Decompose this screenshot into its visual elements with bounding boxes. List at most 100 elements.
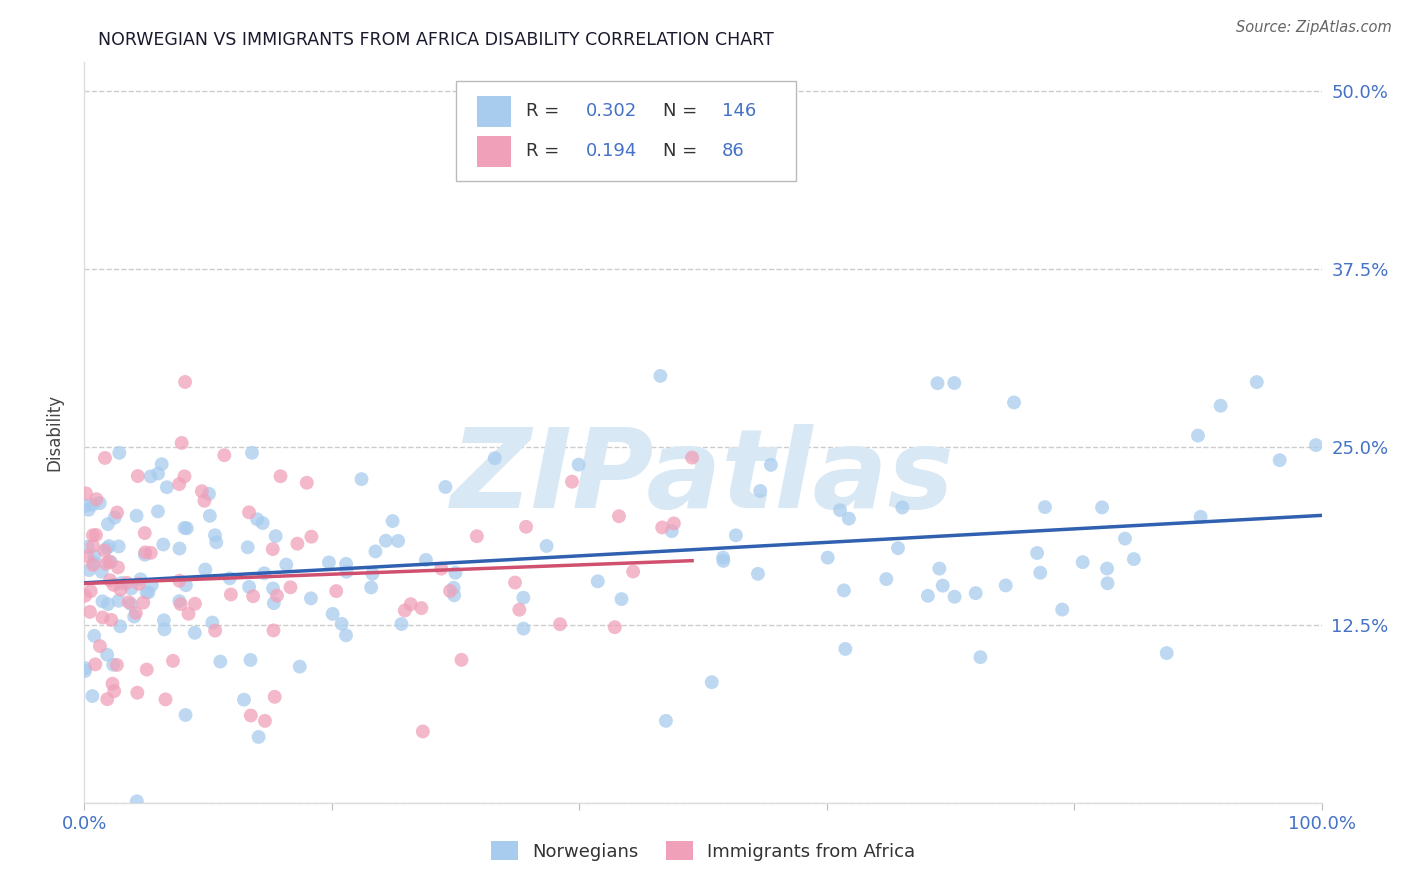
Point xyxy=(89,496,111,510)
Point xyxy=(1156,646,1178,660)
Point xyxy=(132,596,155,610)
Point xyxy=(82,539,104,553)
Point xyxy=(174,708,197,723)
Point xyxy=(173,469,195,483)
Text: NORWEGIAN VS IMMIGRANTS FROM AFRICA DISABILITY CORRELATION CHART: NORWEGIAN VS IMMIGRANTS FROM AFRICA DISA… xyxy=(98,31,775,49)
Point xyxy=(98,539,121,553)
Point xyxy=(110,582,132,597)
Point xyxy=(201,615,224,630)
Point xyxy=(75,486,97,500)
Point xyxy=(318,555,340,569)
Point xyxy=(115,575,138,590)
Point xyxy=(548,617,571,632)
Point xyxy=(134,548,156,562)
Point xyxy=(724,528,747,542)
Point xyxy=(434,480,457,494)
Point xyxy=(1050,602,1073,616)
Point xyxy=(193,493,215,508)
Point xyxy=(169,574,191,588)
Point xyxy=(146,504,169,518)
Point xyxy=(242,589,264,603)
Point xyxy=(198,508,221,523)
Text: Source: ZipAtlas.com: Source: ZipAtlas.com xyxy=(1236,20,1392,35)
Point xyxy=(759,458,782,472)
Point xyxy=(156,480,179,494)
Point xyxy=(512,622,534,636)
Point xyxy=(80,584,103,599)
Text: R =: R = xyxy=(526,143,560,161)
Point xyxy=(1305,438,1327,452)
Point xyxy=(191,484,214,499)
Point xyxy=(280,580,302,594)
Point xyxy=(107,540,129,554)
Point xyxy=(105,506,128,520)
Point xyxy=(1122,552,1144,566)
Point xyxy=(350,472,373,486)
Point xyxy=(110,619,132,633)
Point xyxy=(141,578,163,592)
Point xyxy=(214,448,236,462)
Point xyxy=(287,537,309,551)
Point xyxy=(134,526,156,541)
Point xyxy=(103,684,125,698)
Y-axis label: Disability: Disability xyxy=(45,394,63,471)
Point xyxy=(568,458,591,472)
Point xyxy=(1026,546,1049,560)
Point xyxy=(749,483,772,498)
Point xyxy=(288,659,311,673)
Point xyxy=(239,708,262,723)
Point xyxy=(443,588,465,602)
Point xyxy=(84,528,107,542)
Point xyxy=(361,566,384,581)
Point xyxy=(82,558,104,572)
Point xyxy=(82,689,104,703)
Point xyxy=(299,530,322,544)
Point xyxy=(561,475,583,489)
Point xyxy=(399,597,422,611)
Point xyxy=(610,592,633,607)
Point xyxy=(508,603,530,617)
Point xyxy=(1114,532,1136,546)
Point xyxy=(90,565,112,579)
Point xyxy=(134,545,156,559)
Point xyxy=(299,591,322,606)
Point xyxy=(73,664,96,678)
Point xyxy=(364,544,387,558)
Point xyxy=(89,639,111,653)
Point xyxy=(681,450,703,465)
Point xyxy=(1091,500,1114,515)
Bar xyxy=(477,136,512,167)
Point xyxy=(828,503,851,517)
Point xyxy=(1029,566,1052,580)
Point xyxy=(101,677,124,691)
Point xyxy=(96,648,118,662)
Point xyxy=(153,613,176,627)
Point xyxy=(205,535,228,549)
Point xyxy=(236,541,259,555)
Point xyxy=(374,533,396,548)
Point xyxy=(891,500,914,515)
Point xyxy=(1002,395,1025,409)
Point xyxy=(73,661,96,675)
Point xyxy=(169,541,191,556)
Point xyxy=(360,581,382,595)
Point xyxy=(711,554,734,568)
Point xyxy=(536,539,558,553)
Point xyxy=(928,561,950,575)
Point xyxy=(129,572,152,586)
Point xyxy=(204,624,226,638)
Point xyxy=(252,516,274,530)
Point xyxy=(1189,509,1212,524)
Point xyxy=(170,436,193,450)
FancyBboxPatch shape xyxy=(456,81,796,181)
Point xyxy=(295,475,318,490)
Point xyxy=(394,603,416,617)
Point xyxy=(125,508,148,523)
Point xyxy=(120,582,142,596)
Point xyxy=(75,499,97,513)
Point xyxy=(263,690,285,704)
Point xyxy=(94,450,117,465)
Point xyxy=(104,510,127,524)
Point xyxy=(173,521,195,535)
Point xyxy=(127,686,149,700)
